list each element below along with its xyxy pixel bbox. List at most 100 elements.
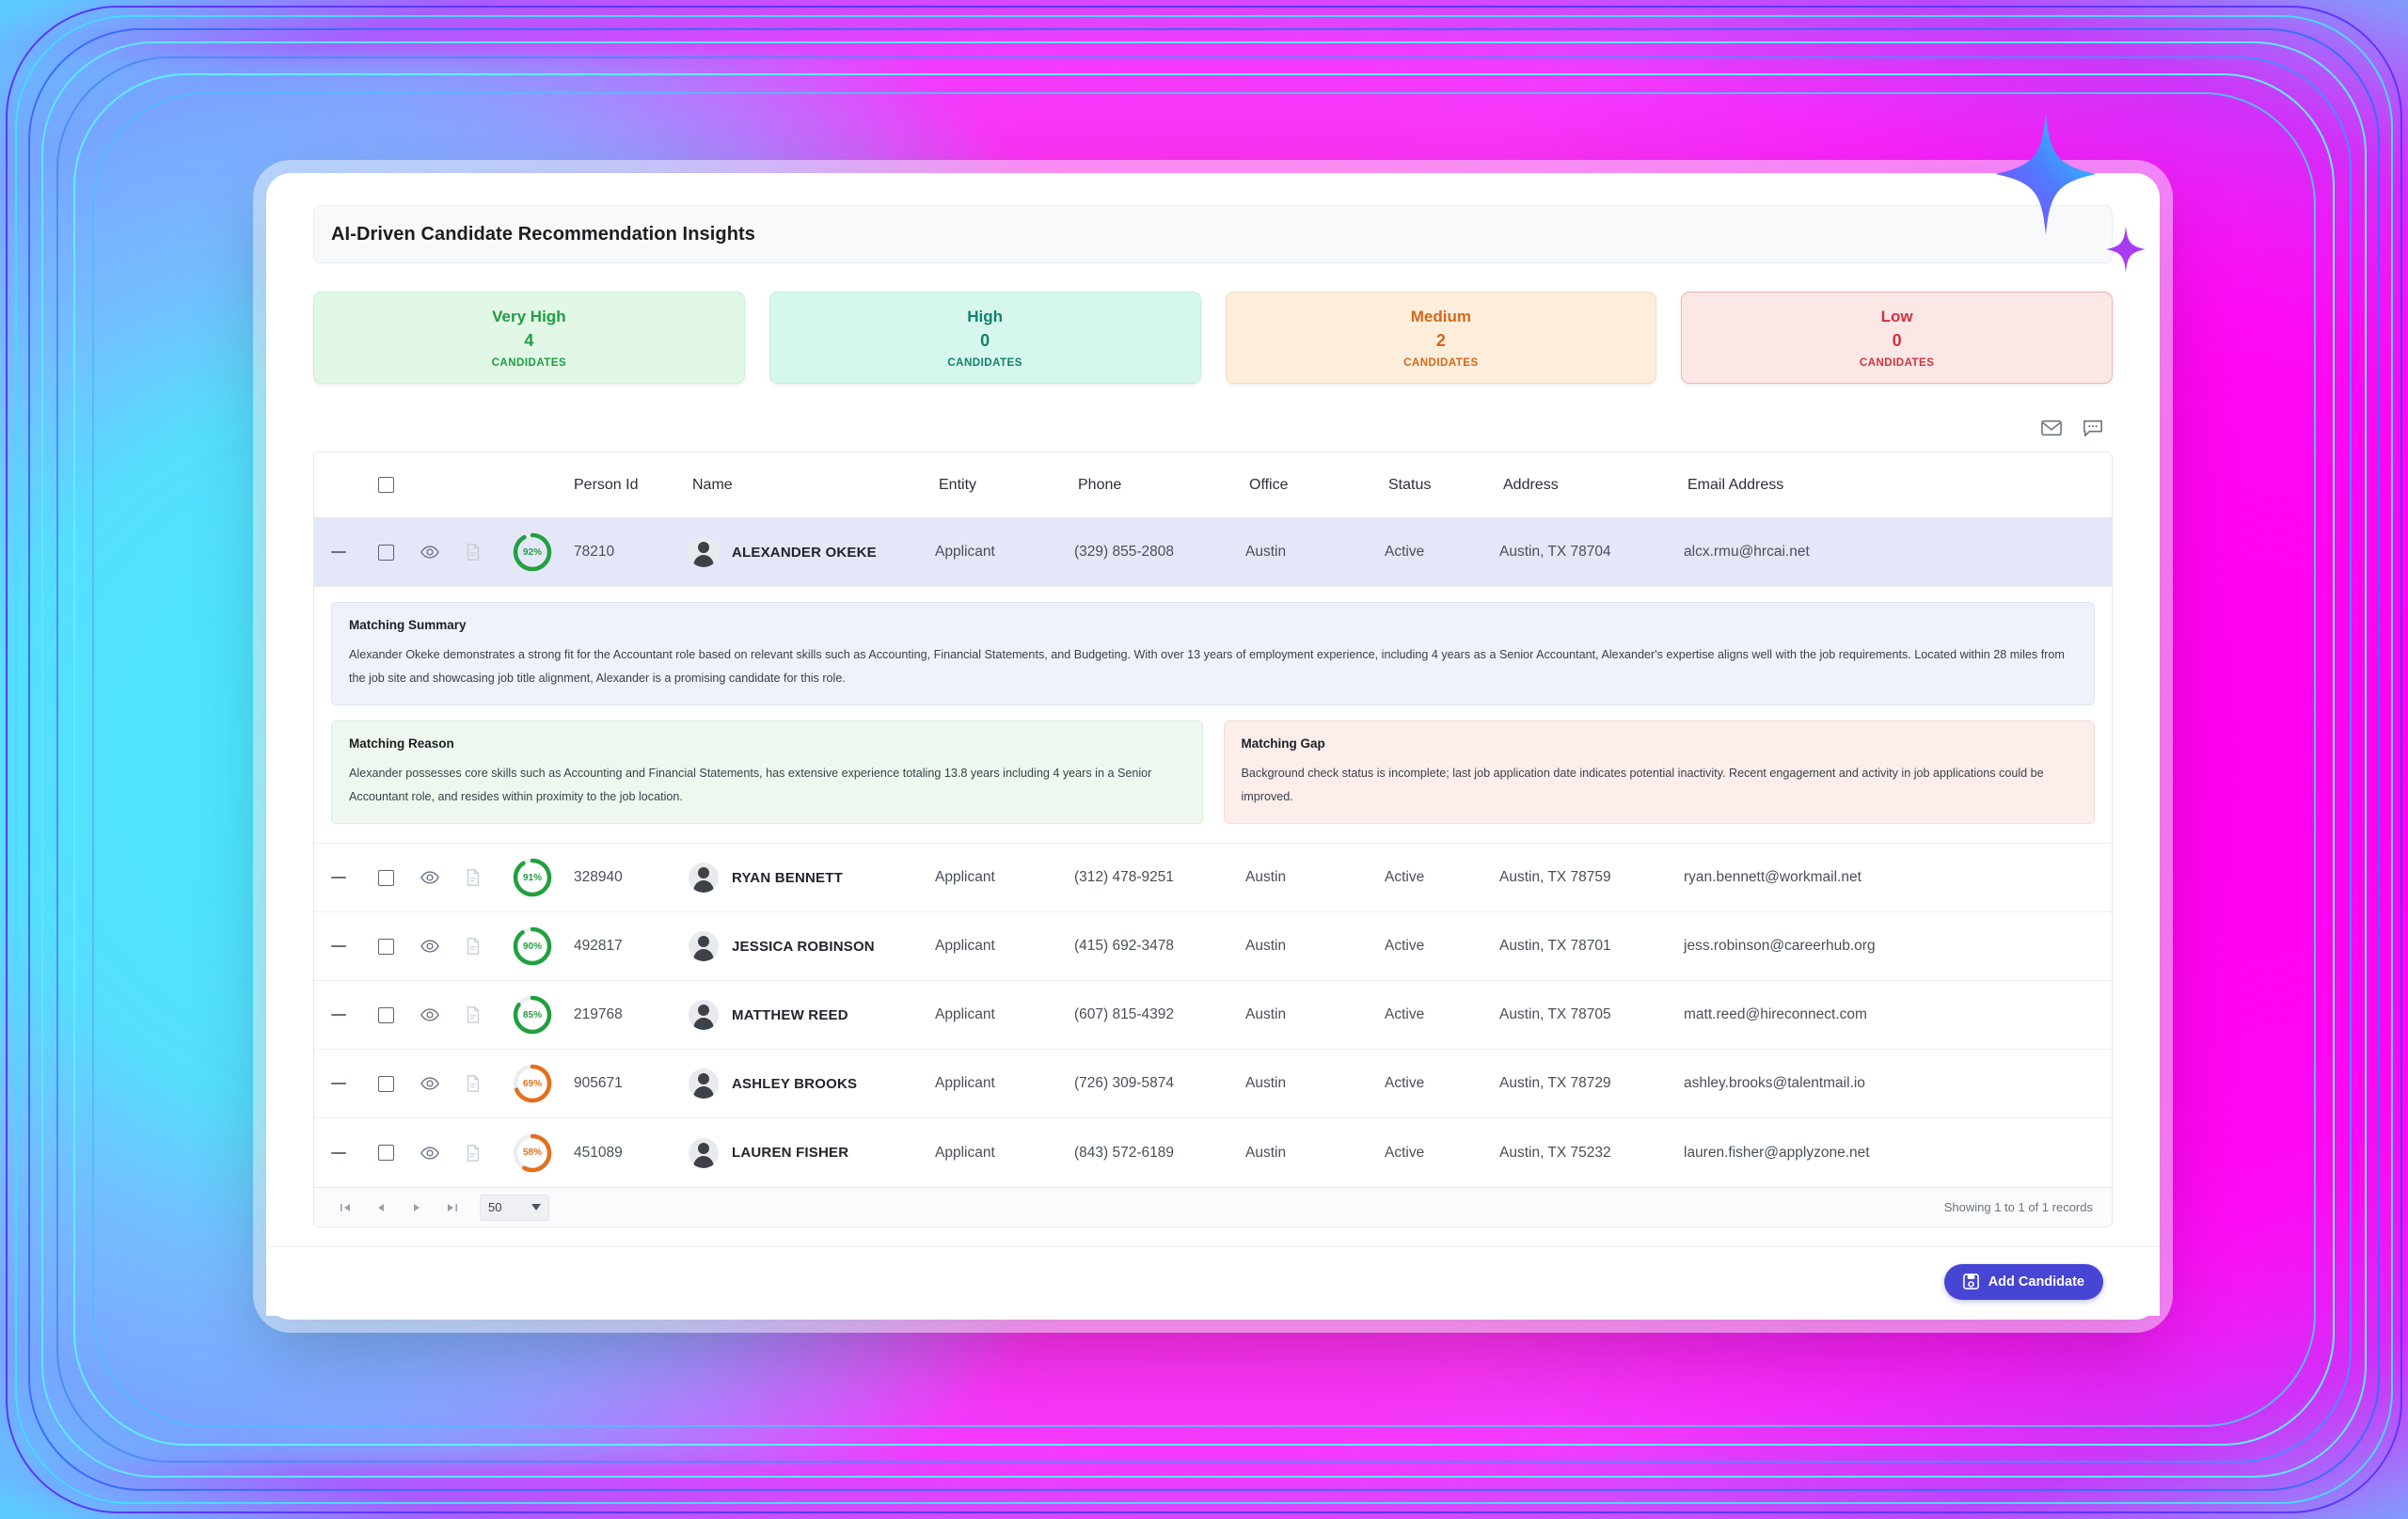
first-page-button[interactable] (327, 1194, 363, 1222)
last-page-button[interactable] (435, 1194, 470, 1222)
document-icon[interactable] (464, 1074, 483, 1093)
stat-card-high[interactable]: High 0 CANDIDATES (768, 292, 1201, 384)
resume-document-cell (452, 1074, 495, 1093)
avatar (689, 862, 719, 894)
select-all-checkbox[interactable] (377, 477, 394, 493)
cell-entity: Applicant (935, 938, 995, 955)
eye-icon[interactable] (420, 1144, 439, 1163)
row-expand-toggle[interactable] (314, 877, 363, 879)
table-row[interactable]: 69% 905671 ASHLEY BROOKS Applicant (726) 309… (314, 1050, 2112, 1119)
stat-sublabel: CANDIDATES (947, 356, 1022, 369)
cell-person-id: 905671 (574, 1075, 623, 1092)
stat-value: 0 (1892, 330, 1902, 350)
previous-page-button[interactable] (363, 1194, 399, 1222)
matching-summary-box: Matching Summary Alexander Okeke demonstr… (331, 602, 2095, 706)
stat-card-medium[interactable]: Medium 2 CANDIDATES (1225, 292, 1657, 384)
cell-status: Active (1385, 938, 1425, 955)
cell-person-id: 328940 (574, 869, 623, 886)
cell-office: Austin (1245, 1006, 1287, 1023)
table-row[interactable]: 90% 492817 JESSICA ROBINSON Applicant (415) … (314, 912, 2112, 982)
match-score-donut: 69% (512, 1063, 553, 1104)
candidate-name: JESSICA ROBINSON (732, 938, 875, 955)
next-page-button[interactable] (399, 1194, 435, 1222)
resume-document-cell (452, 937, 495, 956)
comment-icon[interactable] (2083, 419, 2103, 437)
add-candidate-button[interactable]: Add Candidate (1943, 1263, 2103, 1300)
stat-card-low[interactable]: Low 0 CANDIDATES (1681, 292, 2113, 384)
cell-entity: Applicant (935, 869, 995, 886)
eye-icon[interactable] (420, 1005, 439, 1024)
cell-email-address: matt.reed@hireconnect.com (1684, 1006, 1867, 1023)
row-checkbox[interactable] (377, 1006, 394, 1023)
view-candidate-cell (408, 937, 452, 956)
cell-office: Austin (1245, 869, 1287, 886)
stat-card-very-high[interactable]: Very High 4 CANDIDATES (313, 292, 745, 384)
column-header-status[interactable]: Status (1388, 476, 1432, 493)
document-icon[interactable] (464, 937, 483, 956)
footer-bar: Add Candidate (266, 1246, 2160, 1317)
eye-icon[interactable] (420, 937, 439, 956)
cell-phone: (312) 478-9251 (1074, 869, 1174, 886)
stat-value: 2 (1435, 330, 1446, 350)
column-header-person-id[interactable]: Person Id (574, 476, 639, 493)
eye-icon[interactable] (420, 1074, 439, 1093)
candidate-name: ASHLEY BROOKS (732, 1075, 858, 1092)
eye-icon[interactable] (420, 868, 439, 887)
cell-office: Austin (1245, 544, 1287, 560)
cell-status: Active (1385, 1006, 1425, 1023)
stat-value: 0 (980, 330, 990, 350)
cell-address: Austin, TX 78759 (1499, 869, 1611, 886)
row-checkbox[interactable] (377, 1145, 394, 1162)
row-select-cell (363, 544, 408, 561)
cell-email-address: ryan.bennett@workmail.net (1684, 869, 1861, 886)
row-expand-toggle[interactable] (314, 551, 363, 553)
table-row[interactable]: 92% 78210 ALEXANDER OKEKE Applicant (329) 85… (314, 518, 2112, 587)
eye-icon[interactable] (420, 543, 439, 562)
column-header-email-address[interactable]: Email Address (1687, 476, 1784, 493)
column-header-name[interactable]: Name (692, 476, 733, 493)
cell-email-address: jess.robinson@careerhub.org (1684, 938, 1876, 955)
stat-label: Medium (1410, 307, 1471, 325)
column-header-office[interactable]: Office (1249, 476, 1289, 493)
table-row[interactable]: 85% 219768 MATTHEW REED Applicant (607) 815-… (314, 981, 2112, 1051)
document-icon[interactable] (464, 868, 483, 887)
document-icon[interactable] (464, 1005, 483, 1024)
column-header-entity[interactable]: Entity (939, 476, 977, 493)
column-header-phone[interactable]: Phone (1078, 476, 1122, 493)
cell-entity: Applicant (935, 1075, 995, 1092)
stat-value: 4 (524, 330, 534, 350)
page-size-select[interactable]: 50 (480, 1194, 549, 1221)
match-score-donut: 90% (512, 926, 553, 967)
cell-address: Austin, TX 75232 (1499, 1144, 1611, 1161)
table-row[interactable]: 91% 328940 RYAN BENNETT Applicant (312) 478-… (314, 844, 2112, 913)
document-icon[interactable] (464, 543, 483, 562)
cell-email-address: ashley.brooks@talentmail.io (1684, 1075, 1865, 1092)
app-window: AI-Driven Candidate Recommendation Insig… (266, 113, 2160, 1320)
cell-address: Austin, TX 78701 (1499, 938, 1611, 955)
row-checkbox[interactable] (377, 1075, 394, 1092)
row-expand-toggle[interactable] (314, 1014, 363, 1017)
table-row[interactable]: 58% 451089 LAUREN FISHER Applicant (843) 572… (314, 1118, 2112, 1188)
matching-reason-title: Matching Reason (349, 736, 454, 752)
cell-address: Austin, TX 78704 (1499, 544, 1611, 560)
row-checkbox[interactable] (377, 544, 394, 561)
row-checkbox[interactable] (377, 869, 394, 886)
row-expand-toggle[interactable] (314, 1083, 363, 1085)
match-score-donut: 91% (512, 857, 553, 898)
minus-icon (331, 1014, 346, 1017)
cell-phone: (843) 572-6189 (1074, 1144, 1174, 1161)
save-disk-icon (1962, 1274, 1979, 1290)
row-expand-toggle[interactable] (314, 1151, 363, 1154)
match-score-value: 91% (522, 872, 542, 883)
match-score-value: 85% (522, 1009, 542, 1021)
match-score-value: 69% (522, 1078, 542, 1089)
envelope-icon[interactable] (2041, 419, 2062, 437)
cell-phone: (607) 815-4392 (1074, 1006, 1174, 1023)
column-header-address[interactable]: Address (1503, 476, 1559, 493)
row-checkbox[interactable] (377, 938, 394, 955)
document-icon[interactable] (464, 1144, 483, 1163)
cell-entity: Applicant (935, 544, 995, 560)
row-expand-toggle[interactable] (314, 945, 363, 948)
page-size-value: 50 (488, 1200, 502, 1215)
match-score-cell: 69% (495, 1063, 570, 1104)
